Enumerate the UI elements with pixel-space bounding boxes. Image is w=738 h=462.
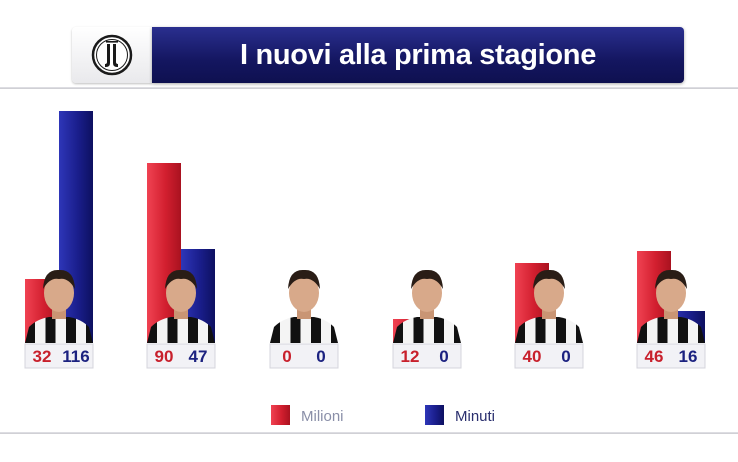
value-label-box [514, 343, 584, 369]
player-shirt [147, 317, 215, 343]
player-hair [43, 269, 75, 289]
header-banner: I nuovi alla prima stagione [72, 27, 684, 83]
player-face [289, 274, 319, 312]
player-photo [270, 269, 338, 343]
player-shirt [515, 317, 583, 343]
player-neck [420, 309, 434, 319]
minuti-value: 16 [679, 347, 698, 366]
player-hair [165, 269, 197, 289]
milioni-value: 46 [645, 347, 664, 366]
player-hair [288, 269, 320, 289]
player-hair [411, 269, 443, 289]
juventus-logo-icon [91, 34, 133, 76]
player-neck [174, 309, 188, 319]
milioni-value: 12 [401, 347, 420, 366]
player-face [44, 274, 74, 312]
milioni-value: 90 [155, 347, 174, 366]
minuti-value: 47 [189, 347, 208, 366]
title-box: I nuovi alla prima stagione [152, 27, 684, 83]
legend-milioni-swatch [271, 405, 290, 425]
player-shirt [270, 317, 338, 343]
player-photo [393, 269, 461, 343]
page-title: I nuovi alla prima stagione [239, 39, 597, 71]
player-photo [515, 269, 583, 343]
player-photo [25, 269, 93, 343]
player-neck [542, 309, 556, 319]
bottom-divider [0, 432, 738, 434]
value-label-box [146, 343, 216, 369]
player-face [656, 274, 686, 312]
player-shirt [25, 317, 93, 343]
player-photo [637, 269, 705, 343]
value-label-box [24, 343, 94, 369]
player-hair [533, 269, 565, 289]
player-photo [147, 269, 215, 343]
value-label-box [636, 343, 706, 369]
legend-milioni-label: Milioni [301, 408, 344, 425]
minuti-value: 116 [62, 347, 89, 366]
legend-minuti-swatch [425, 405, 444, 425]
top-divider [0, 87, 738, 89]
player-face [166, 274, 196, 312]
minuti-value: 0 [316, 347, 325, 366]
player-shirt [637, 317, 705, 343]
milioni-value: 0 [282, 347, 291, 366]
player-neck [297, 309, 311, 319]
milioni-value: 40 [523, 347, 542, 366]
value-label-box [392, 343, 462, 369]
player-shirt [393, 317, 461, 343]
player-hair [655, 269, 687, 289]
legend-minuti-label: Minuti [455, 408, 495, 425]
milioni-value: 32 [33, 347, 52, 366]
minuti-value: 0 [439, 347, 448, 366]
player-neck [52, 309, 66, 319]
player-neck [664, 309, 678, 319]
logo-box [72, 27, 152, 83]
value-label-box [269, 343, 339, 369]
player-face [534, 274, 564, 312]
player-face [412, 274, 442, 312]
minuti-value: 0 [561, 347, 570, 366]
